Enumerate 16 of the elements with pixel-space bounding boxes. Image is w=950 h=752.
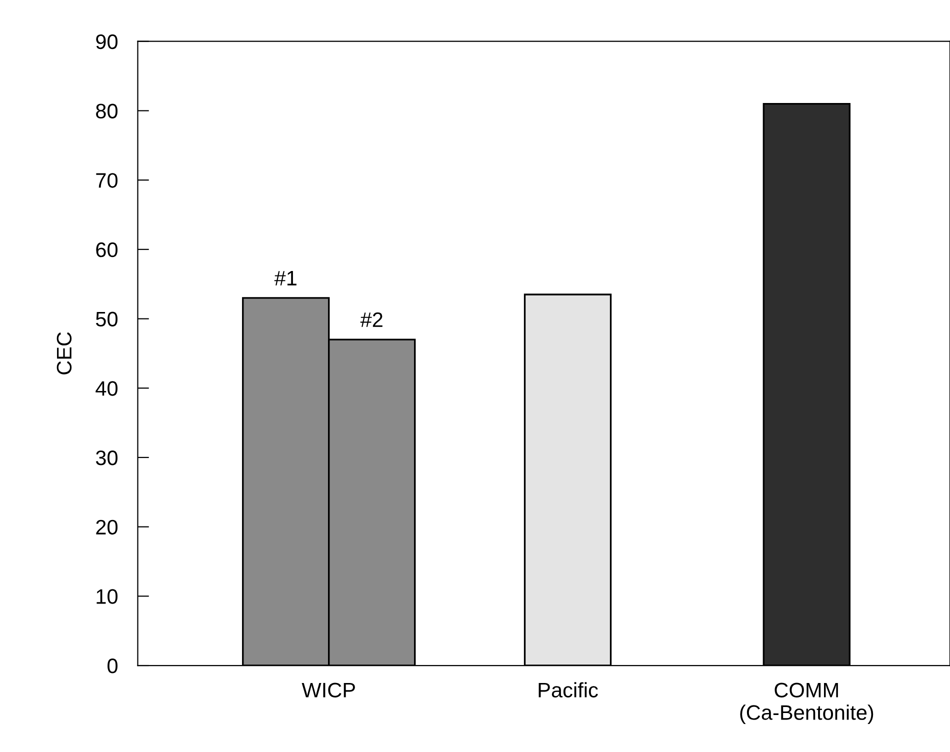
y-tick-label: 30 bbox=[96, 450, 118, 466]
series-label: #1 bbox=[274, 270, 296, 286]
y-tick-label: 80 bbox=[96, 104, 118, 118]
y-tick-label: 10 bbox=[96, 589, 118, 604]
y-tick-label: 90 bbox=[96, 34, 118, 50]
series-label: #2 bbox=[360, 312, 382, 327]
x-tick-label: COMM (Ca-Bentonite) bbox=[740, 682, 874, 724]
x-tick-label: WICP bbox=[302, 682, 355, 698]
y-tick-label: 60 bbox=[96, 242, 118, 258]
y-tick-label: 20 bbox=[96, 520, 118, 535]
y-axis-title: CEC bbox=[56, 332, 72, 374]
y-tick-label: 40 bbox=[96, 381, 118, 396]
y-tick-label: 0 bbox=[108, 658, 118, 674]
y-tick-label: 70 bbox=[96, 173, 118, 188]
y-tick-label: 50 bbox=[96, 312, 118, 327]
x-tick-label: Pacific bbox=[538, 682, 598, 698]
